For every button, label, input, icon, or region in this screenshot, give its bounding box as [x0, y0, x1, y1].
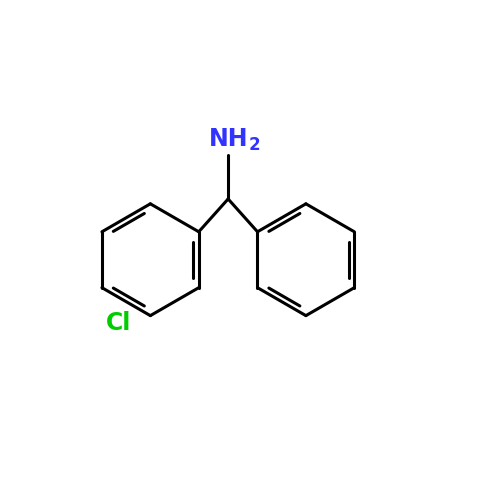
Text: NH: NH [208, 128, 248, 152]
Text: 2: 2 [249, 136, 260, 154]
Text: Cl: Cl [106, 311, 131, 335]
